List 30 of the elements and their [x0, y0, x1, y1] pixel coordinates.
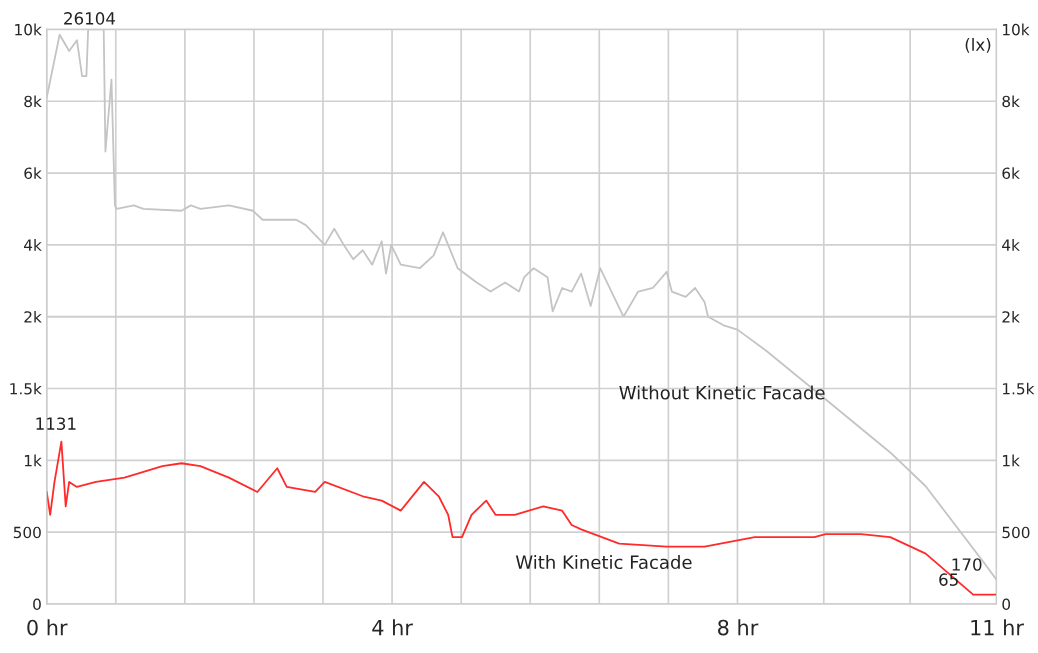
series-label: Without Kinetic Facade: [619, 385, 825, 400]
x-tick-label: 8 hr: [718, 619, 759, 636]
annotation: 65: [939, 573, 958, 586]
y-tick-label: 1k: [24, 454, 42, 467]
y-tick-label: 500: [13, 526, 41, 539]
text: 26104: [64, 12, 116, 25]
y-tick-label: 8k: [24, 95, 42, 108]
y-tick-label: 6k: [24, 167, 42, 180]
x-tick-label: 0 hr: [27, 619, 68, 636]
x-tick-label: 11 hr: [971, 619, 1024, 636]
y-tick-label: 10k: [15, 23, 42, 36]
y2-tick-label: 10k: [1003, 23, 1030, 36]
y2-tick-label: 4k: [1002, 239, 1020, 251]
y-tick-label: 2k: [24, 310, 42, 323]
y2-tick-label: 1k: [1003, 454, 1020, 467]
annotation: 1131: [36, 417, 76, 430]
y-tick-label: 1.5k: [10, 382, 42, 395]
series-label: With Kinetic Facade: [515, 555, 692, 570]
y2-tick-label: 0: [1002, 598, 1011, 611]
y-tick-label: 4k: [24, 239, 42, 251]
y-tick-label: 0: [33, 598, 41, 611]
annotation: 170: [952, 558, 982, 571]
line-series: [46, 440, 997, 596]
y2-tick-label: 1.5k: [1003, 382, 1035, 395]
y2-tick-label: 8k: [1002, 95, 1020, 108]
y2-tick-label: 2k: [1002, 310, 1020, 323]
y2-tick-label: 6k: [1002, 167, 1020, 180]
annotation: (lx): [965, 38, 991, 53]
y2-tick-label: 500: [1002, 526, 1030, 539]
x-tick-label: 4 hr: [372, 619, 413, 636]
